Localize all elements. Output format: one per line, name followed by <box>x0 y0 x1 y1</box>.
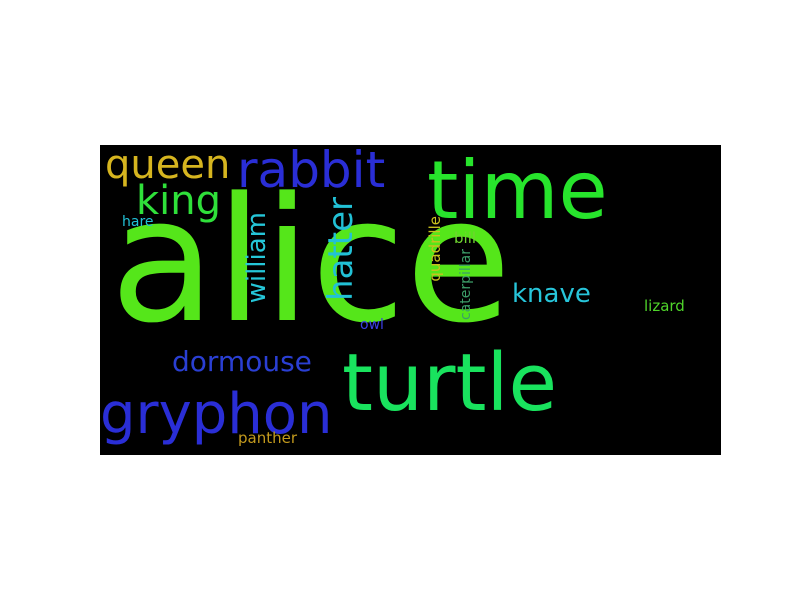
word-dormouse: dormouse <box>172 345 312 378</box>
word-hare: hare <box>122 214 154 230</box>
word-knave: knave <box>512 279 591 309</box>
word-bill: bill <box>454 229 477 247</box>
word-caterpillar: caterpillar <box>458 249 474 321</box>
word-gryphon: gryphon <box>100 382 333 447</box>
word-hatter: hatter <box>321 197 361 301</box>
word-cloud: alice time turtle rabbit gryphon queen k… <box>100 145 721 455</box>
word-time: time <box>427 145 608 237</box>
word-king: king <box>136 178 222 224</box>
word-owl: owl <box>360 317 384 333</box>
word-lizard: lizard <box>644 297 685 315</box>
word-quadrille: quadrille <box>426 216 444 282</box>
word-william: william <box>242 212 272 304</box>
word-panther: panther <box>238 429 298 447</box>
word-turtle: turtle <box>342 337 558 429</box>
word-alice: alice <box>110 160 512 361</box>
word-queen: queen <box>105 145 231 188</box>
word-rabbit: rabbit <box>237 145 386 199</box>
